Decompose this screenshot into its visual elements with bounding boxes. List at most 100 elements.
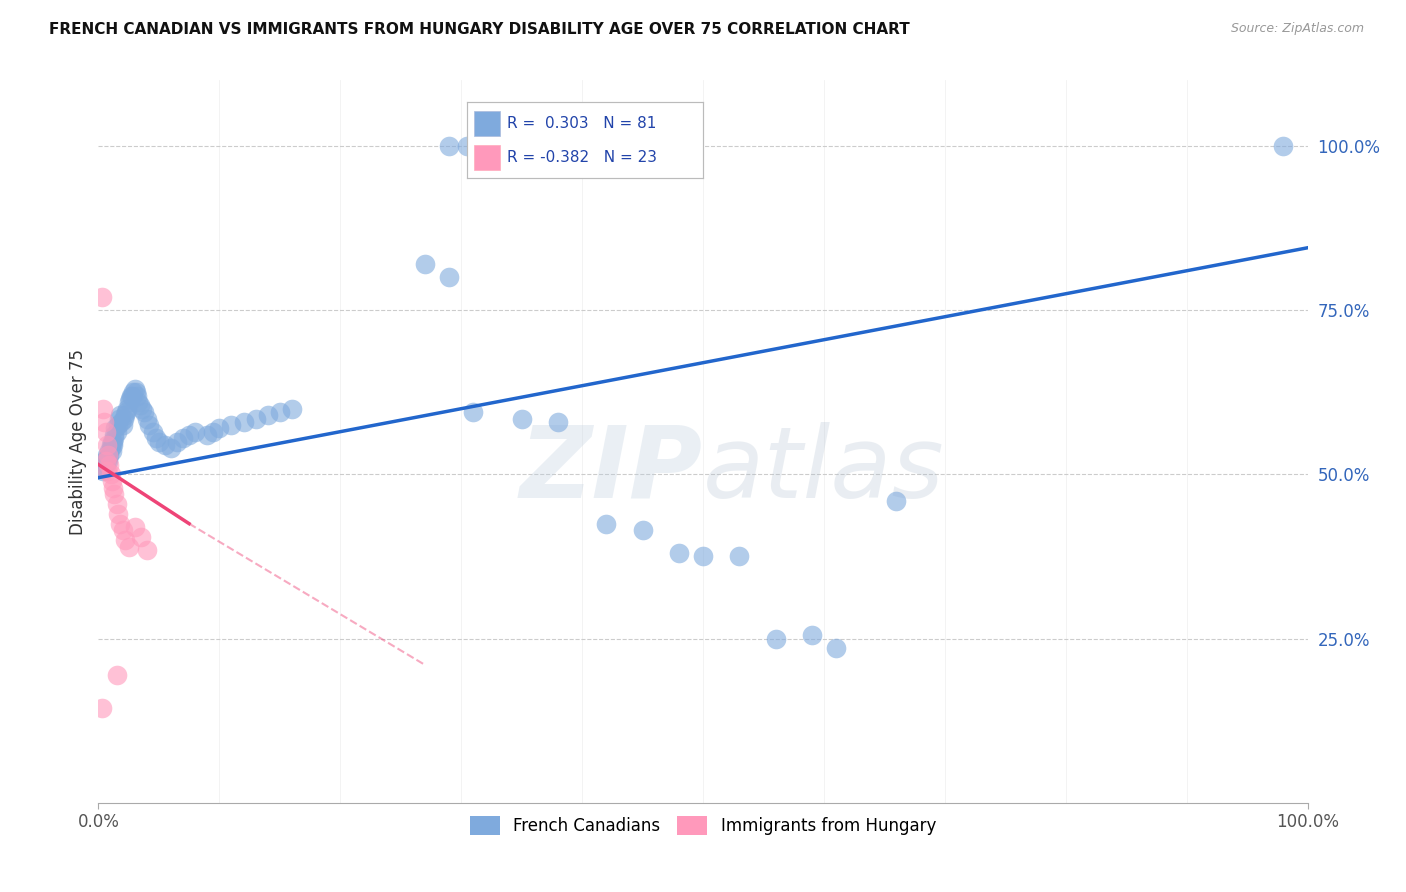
Point	[96, 464, 118, 478]
Point	[221, 418, 243, 433]
Point	[505, 139, 527, 153]
Point	[631, 523, 654, 537]
Point	[93, 454, 115, 468]
Point	[100, 467, 122, 482]
Point	[96, 448, 118, 462]
Point	[91, 401, 114, 416]
Point	[131, 401, 153, 416]
Point	[184, 425, 207, 439]
Point	[142, 425, 165, 439]
Point	[134, 405, 156, 419]
Point	[117, 401, 139, 416]
Point	[97, 450, 120, 465]
Point	[107, 418, 129, 433]
Point	[492, 139, 515, 153]
Point	[120, 388, 142, 402]
Point	[510, 411, 533, 425]
Point	[94, 458, 117, 472]
Point	[118, 392, 141, 406]
Point	[93, 415, 115, 429]
Point	[208, 421, 231, 435]
Point	[101, 481, 124, 495]
Point	[100, 474, 122, 488]
Point	[122, 385, 145, 400]
Point	[800, 628, 823, 642]
Point	[668, 546, 690, 560]
Point	[269, 405, 291, 419]
Point	[108, 409, 131, 423]
Point	[94, 425, 117, 439]
Point	[127, 395, 149, 409]
Point	[111, 523, 134, 537]
Point	[105, 425, 128, 439]
Point	[100, 434, 122, 449]
Point	[124, 382, 146, 396]
Point	[100, 444, 122, 458]
Point	[145, 431, 167, 445]
Point	[108, 411, 131, 425]
Point	[118, 395, 141, 409]
Point	[135, 542, 157, 557]
Point	[101, 438, 124, 452]
Point	[91, 458, 114, 472]
Point	[101, 434, 124, 449]
Point	[97, 454, 120, 468]
Point	[91, 290, 114, 304]
Point	[125, 385, 148, 400]
Point	[105, 497, 128, 511]
Point	[516, 139, 538, 153]
Point	[124, 520, 146, 534]
Point	[111, 418, 134, 433]
Y-axis label: Disability Age Over 75: Disability Age Over 75	[69, 349, 87, 534]
Point	[172, 431, 194, 445]
Point	[96, 438, 118, 452]
Point	[886, 493, 908, 508]
Point	[128, 398, 150, 412]
Text: FRENCH CANADIAN VS IMMIGRANTS FROM HUNGARY DISABILITY AGE OVER 75 CORRELATION CH: FRENCH CANADIAN VS IMMIGRANTS FROM HUNGA…	[49, 22, 910, 37]
Point	[105, 667, 128, 681]
Point	[90, 460, 112, 475]
Point	[100, 438, 122, 452]
Point	[91, 700, 114, 714]
Point	[100, 441, 122, 455]
Point	[413, 257, 436, 271]
Point	[107, 507, 129, 521]
Point	[97, 448, 120, 462]
Point	[103, 431, 125, 445]
Point	[112, 411, 135, 425]
Point	[103, 487, 125, 501]
Point	[481, 139, 503, 153]
Point	[138, 418, 160, 433]
Point	[825, 641, 848, 656]
Point	[437, 139, 460, 153]
Point	[148, 434, 170, 449]
Point	[179, 428, 201, 442]
Text: atlas: atlas	[703, 422, 945, 519]
Point	[245, 411, 267, 425]
Point	[166, 434, 188, 449]
Text: ZIP: ZIP	[520, 422, 703, 519]
Point	[692, 549, 714, 564]
Point	[437, 270, 460, 285]
Point	[98, 458, 121, 472]
Point	[103, 428, 125, 442]
Point	[118, 540, 141, 554]
Point	[547, 415, 569, 429]
Point	[115, 405, 138, 419]
Point	[129, 530, 152, 544]
Point	[110, 415, 132, 429]
Point	[114, 409, 136, 423]
Point	[121, 388, 143, 402]
Point	[127, 388, 149, 402]
Point	[108, 516, 131, 531]
Point	[91, 464, 114, 478]
Text: Source: ZipAtlas.com: Source: ZipAtlas.com	[1230, 22, 1364, 36]
Point	[232, 415, 254, 429]
Point	[93, 460, 115, 475]
Point	[1272, 139, 1295, 153]
Point	[96, 450, 118, 465]
Point	[281, 401, 304, 416]
Point	[98, 444, 121, 458]
Point	[256, 409, 278, 423]
Point	[135, 411, 157, 425]
